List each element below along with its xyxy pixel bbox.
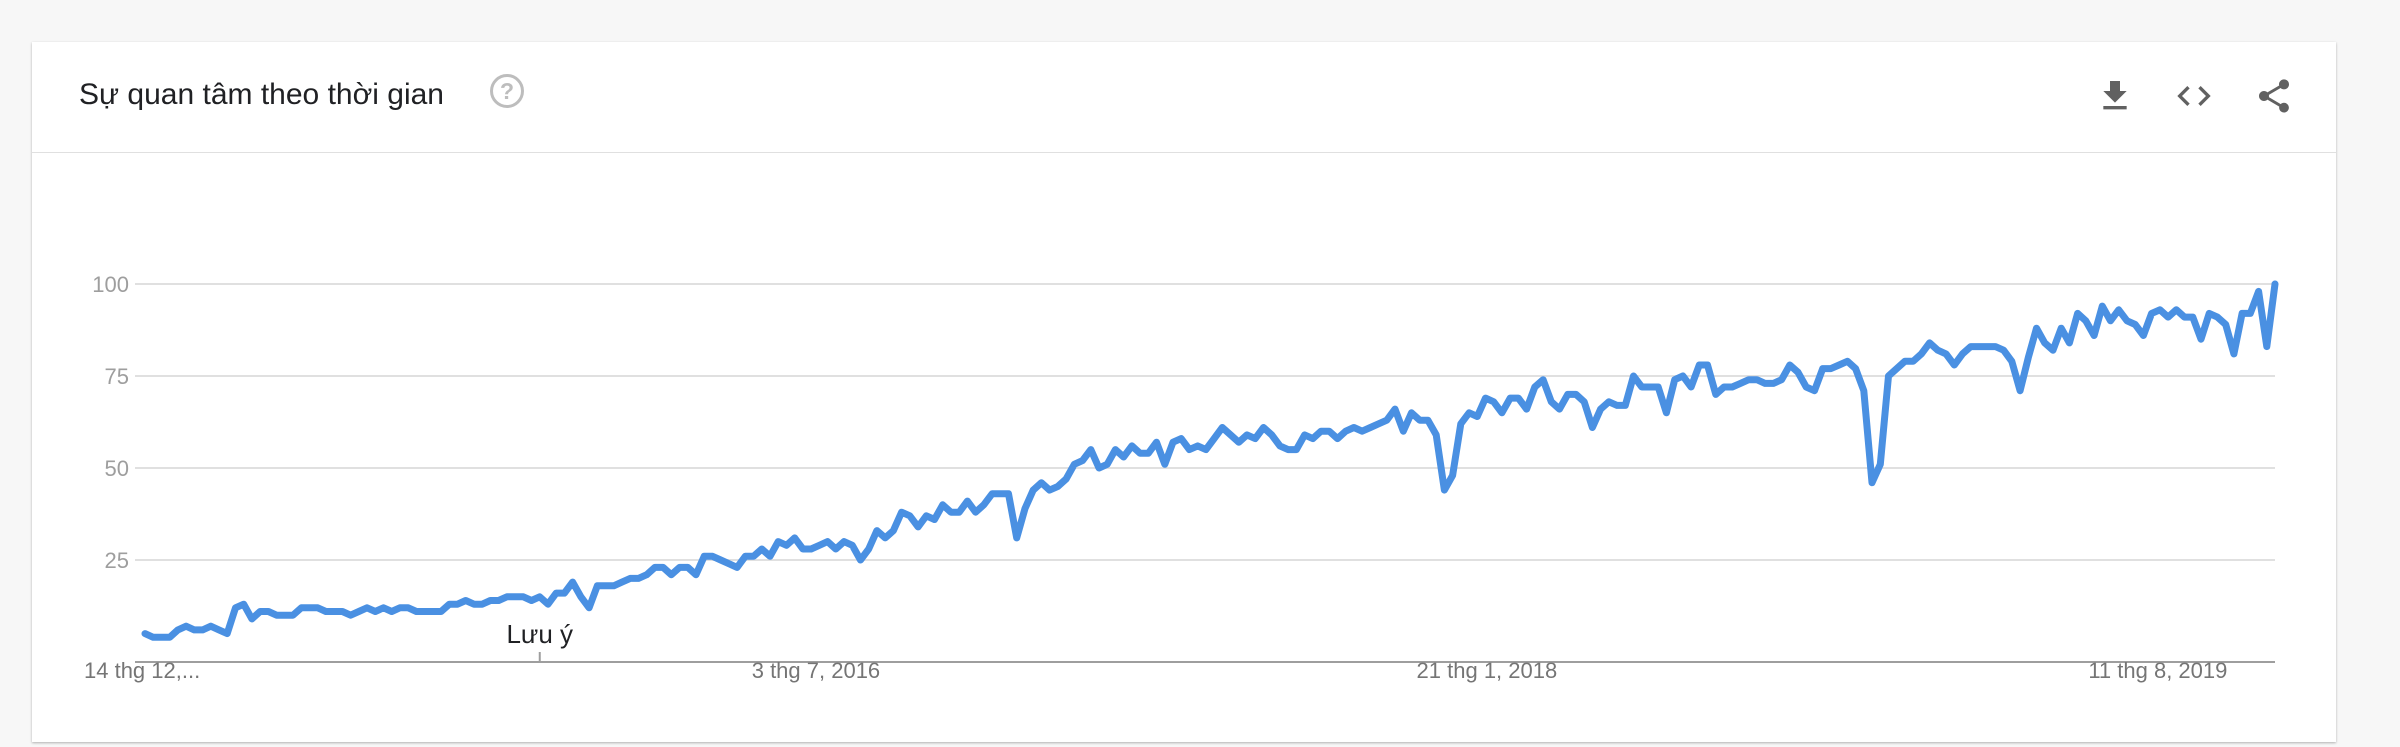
download-icon[interactable] — [2095, 76, 2135, 116]
y-tick-label: 25 — [105, 548, 129, 573]
x-tick-label: 14 thg 12,... — [84, 658, 200, 683]
annotation-label: Lưu ý — [506, 619, 573, 649]
chart-area: 25 50 75 100 14 thg 12,... 3 thg 7, 2016 21 th… — [32, 42, 2336, 747]
help-circle-icon[interactable]: ? — [490, 74, 524, 108]
series-line — [141, 280, 2279, 641]
card-header: Sự quan tâm theo thời gian ? — [32, 42, 2336, 153]
y-tick-label: 50 — [105, 456, 129, 481]
y-tick-label: 100 — [92, 272, 129, 297]
embed-code-icon[interactable] — [2174, 76, 2214, 116]
share-icon[interactable] — [2254, 76, 2294, 116]
card-title: Sự quan tâm theo thời gian — [79, 78, 444, 111]
y-tick-label: 75 — [105, 364, 129, 389]
interest-over-time-card: Sự quan tâm theo thời gian ? 25 50 75 100 14… — [32, 42, 2336, 742]
x-tick-label: 21 thg 1, 2018 — [1417, 658, 1558, 683]
x-tick-label: 11 thg 8, 2019 — [2088, 658, 2227, 683]
x-tick-label: 3 thg 7, 2016 — [752, 658, 880, 683]
line-chart: 25 50 75 100 14 thg 12,... 3 thg 7, 2016 21 th… — [84, 272, 2279, 683]
